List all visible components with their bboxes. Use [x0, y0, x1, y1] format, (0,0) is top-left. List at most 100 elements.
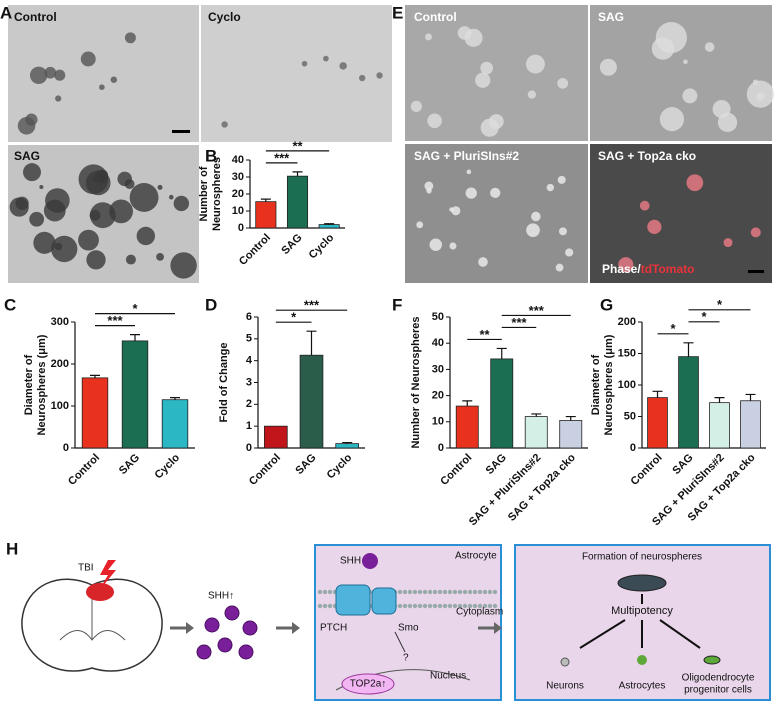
lipid	[477, 589, 483, 595]
bar	[559, 420, 583, 449]
sphere	[94, 169, 109, 184]
y-tick-label: 0	[438, 442, 444, 454]
bar	[709, 402, 730, 449]
bar	[318, 224, 340, 229]
y-tick-label: 300	[51, 316, 69, 328]
panel-label: A	[0, 3, 12, 22]
lipid	[447, 589, 453, 595]
sphere	[110, 76, 118, 83]
sphere	[756, 92, 765, 101]
diagram-label: Cytoplasm	[456, 607, 503, 618]
sphere	[752, 79, 758, 85]
lipid	[452, 589, 458, 595]
sphere	[39, 184, 44, 189]
micrograph-label: Control	[14, 10, 57, 24]
y-tick-label: 3	[246, 376, 252, 388]
micrograph	[405, 144, 588, 283]
lipid	[402, 589, 408, 595]
error-bar	[652, 390, 663, 398]
y-tick-label: 20	[232, 188, 244, 200]
x-tick-label: SAG	[293, 452, 318, 477]
x-tick-label: SAG	[670, 452, 695, 477]
error-bar	[90, 374, 100, 378]
panel-label: D	[205, 295, 217, 314]
sphere	[429, 238, 442, 252]
sphere	[359, 74, 366, 82]
sphere	[33, 231, 56, 254]
astrocyte-icon	[637, 655, 647, 665]
lipid	[437, 589, 443, 595]
y-tick-label: 100	[51, 400, 69, 412]
x-tick-label: SAG	[117, 452, 142, 477]
lipid	[422, 603, 428, 609]
diagram-label: TBI	[78, 563, 94, 574]
diagram-label: Oligodendrocyte	[682, 673, 755, 684]
lipid	[407, 603, 413, 609]
sphere	[599, 58, 617, 76]
panel-label: G	[600, 295, 613, 314]
opc-icon	[703, 655, 721, 665]
y-axis-label: Number of	[198, 166, 210, 221]
sphere	[55, 95, 62, 102]
lipid	[462, 589, 468, 595]
sphere	[558, 227, 567, 236]
lipid	[317, 603, 323, 609]
y-tick-label: 200	[618, 316, 636, 328]
lipid	[447, 603, 453, 609]
sphere	[480, 118, 499, 137]
sphere	[323, 55, 329, 62]
shh-molecule	[362, 553, 378, 569]
bar	[647, 397, 668, 449]
sphere	[9, 197, 29, 217]
sphere	[124, 32, 136, 44]
lipid	[322, 589, 328, 595]
significance-label: ***	[304, 298, 320, 313]
y-axis-label: Neurospheres (μm)	[603, 334, 615, 435]
y-axis-label: Fold of Change	[218, 342, 230, 422]
y-tick-label: 20	[432, 390, 444, 402]
scale-bar	[748, 270, 764, 273]
sphere	[465, 187, 477, 199]
sphere	[86, 250, 106, 270]
x-tick-label: SAG	[279, 232, 304, 257]
x-tick-label: Cyclo	[307, 232, 337, 262]
bar	[678, 356, 699, 449]
arrow	[394, 631, 406, 653]
y-tick-label: 1	[246, 420, 252, 432]
sphere	[457, 26, 472, 40]
error-bar	[170, 397, 180, 400]
lipid	[402, 603, 408, 609]
significance-label: *	[291, 310, 297, 325]
y-tick-label: 4	[246, 355, 253, 367]
lipid	[327, 589, 333, 595]
error-bar	[714, 397, 725, 403]
y-tick-label: 10	[432, 416, 444, 428]
y-tick-label: 40	[232, 154, 244, 166]
sphere	[125, 254, 136, 265]
y-tick-label: 50	[624, 410, 636, 422]
scale-bar	[172, 130, 190, 133]
lipid	[427, 589, 433, 595]
diagram-label: SHH↑	[208, 591, 234, 602]
lipid	[482, 603, 488, 609]
lipid	[397, 589, 403, 595]
x-tick-label: Control	[66, 452, 102, 488]
y-tick-label: 200	[51, 358, 69, 370]
lipid	[432, 589, 438, 595]
micrograph-label: SAG	[598, 10, 624, 24]
dish	[617, 574, 667, 592]
error-bar	[292, 171, 303, 177]
y-tick-label: 0	[630, 442, 636, 454]
sphere	[704, 42, 715, 52]
sphere	[546, 183, 555, 192]
lipid	[417, 603, 423, 609]
significance-label: *	[717, 297, 723, 312]
diagram-label: Neurons	[546, 681, 584, 692]
sphere	[449, 207, 454, 212]
sphere	[54, 69, 66, 81]
diagram-label: Astrocytes	[619, 681, 666, 692]
diagram-label: Formation of neurospheres	[582, 552, 702, 563]
sphere	[117, 171, 132, 187]
sphere	[480, 61, 493, 75]
sphere	[682, 88, 698, 104]
